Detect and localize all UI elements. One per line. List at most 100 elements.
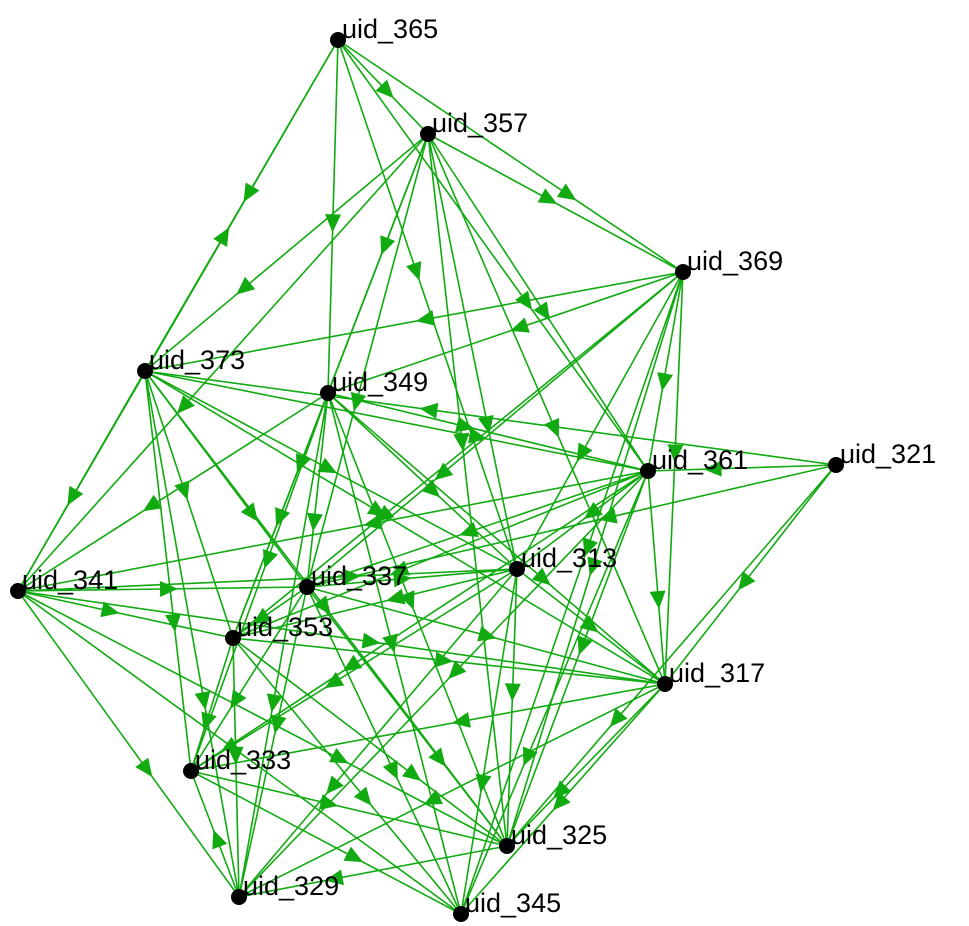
edge-uid_357-uid_373 bbox=[144, 133, 429, 372]
edge-uid_313-uid_329 bbox=[238, 568, 518, 898]
arrowhead-uid_313-uid_317 bbox=[579, 615, 599, 633]
node-dot[interactable] bbox=[137, 363, 153, 379]
edge-uid_357-uid_341 bbox=[17, 133, 429, 592]
arrowhead-uid_321-uid_337 bbox=[598, 507, 618, 524]
node-uid_357[interactable]: uid_357 bbox=[420, 108, 528, 142]
node-dot[interactable] bbox=[509, 561, 525, 577]
node-dot[interactable] bbox=[828, 457, 844, 473]
arrowhead-uid_373-uid_313 bbox=[317, 457, 338, 474]
node-uid_373[interactable]: uid_373 bbox=[137, 345, 245, 379]
edge-uid_357-uid_361 bbox=[427, 133, 649, 472]
arrowhead-uid_349-uid_361 bbox=[455, 416, 475, 433]
node-uid_353[interactable]: uid_353 bbox=[225, 612, 333, 646]
arrowhead-uid_353-uid_329 bbox=[227, 746, 244, 765]
arrowhead-uid_369-uid_373 bbox=[416, 309, 436, 326]
node-uid_333[interactable]: uid_333 bbox=[183, 745, 291, 779]
arrowhead-uid_341-uid_353 bbox=[100, 601, 120, 618]
arrowhead-uid_313-uid_345 bbox=[475, 773, 492, 793]
node-label: uid_357 bbox=[432, 108, 528, 138]
node-uid_361[interactable]: uid_361 bbox=[640, 445, 748, 479]
node-dot[interactable] bbox=[225, 630, 241, 646]
edge-uid_341-uid_353 bbox=[17, 590, 234, 639]
arrowhead-uid_337-uid_325 bbox=[428, 747, 446, 767]
edge-uid_369-uid_349 bbox=[327, 271, 684, 394]
arrowhead-uid_361-uid_325 bbox=[577, 635, 593, 656]
arrowhead-uid_337-uid_345 bbox=[382, 760, 398, 780]
edge-uid_361-uid_329 bbox=[238, 470, 649, 898]
node-dot[interactable] bbox=[640, 463, 656, 479]
arrowhead-uid_353-uid_333 bbox=[201, 711, 217, 732]
arrowhead-uid_373-uid_337 bbox=[240, 502, 258, 522]
arrowhead-uid_361-uid_317 bbox=[649, 590, 666, 610]
arrowhead-uid_365-uid_369 bbox=[556, 183, 577, 201]
arrowhead-uid_373-uid_333 bbox=[165, 613, 181, 633]
node-uid_325[interactable]: uid_325 bbox=[499, 820, 607, 854]
arrowhead-uid_357-uid_361 bbox=[533, 301, 550, 321]
arrowhead-uid_361-uid_341 bbox=[363, 513, 383, 530]
node-uid_345[interactable]: uid_345 bbox=[453, 888, 561, 922]
edge-uid_341-uid_329 bbox=[17, 590, 240, 898]
node-uid_321[interactable]: uid_321 bbox=[828, 439, 936, 473]
arrowhead-uid_373-uid_341 bbox=[67, 485, 84, 506]
node-dot[interactable] bbox=[183, 763, 199, 779]
arrowhead-uid_373-uid_353 bbox=[174, 480, 190, 501]
node-label: uid_369 bbox=[687, 246, 783, 276]
node-dot[interactable] bbox=[499, 838, 515, 854]
node-uid_349[interactable]: uid_349 bbox=[320, 367, 428, 401]
edge-uid_365-uid_313 bbox=[337, 39, 518, 570]
arrowhead-uid_357-uid_337 bbox=[350, 391, 367, 412]
arrowhead-uid_337-uid_313 bbox=[393, 571, 412, 588]
arrowhead-uid_369-uid_345 bbox=[582, 537, 598, 557]
node-label: uid_325 bbox=[511, 820, 607, 850]
arrowhead-uid_341-uid_313 bbox=[342, 568, 362, 585]
edge-uid_353-uid_345 bbox=[232, 637, 462, 915]
arrowhead-uid_313-uid_325 bbox=[504, 683, 521, 702]
node-label: uid_365 bbox=[342, 14, 438, 44]
edge-uid_369-uid_361 bbox=[647, 271, 684, 472]
arrowhead-uid_369-uid_317 bbox=[667, 444, 684, 463]
node-uid_341[interactable]: uid_341 bbox=[10, 565, 118, 599]
edge-uid_337-uid_325 bbox=[306, 586, 508, 847]
node-dot[interactable] bbox=[320, 385, 336, 401]
arrowhead-uid_349-uid_313 bbox=[421, 479, 441, 498]
node-uid_365[interactable]: uid_365 bbox=[330, 14, 438, 48]
edge-uid_353-uid_329 bbox=[232, 637, 240, 898]
edge-uid_357-uid_325 bbox=[427, 133, 508, 847]
edge-uid_373-uid_333 bbox=[144, 370, 192, 772]
node-dot[interactable] bbox=[453, 906, 469, 922]
node-uid_317[interactable]: uid_317 bbox=[657, 658, 765, 692]
node-dot[interactable] bbox=[657, 676, 673, 692]
edge-uid_373-uid_337 bbox=[144, 370, 308, 588]
edge-uid_361-uid_317 bbox=[647, 470, 666, 685]
edge-uid_313-uid_325 bbox=[506, 568, 518, 847]
edge-uid_313-uid_345 bbox=[460, 568, 518, 915]
node-dot[interactable] bbox=[420, 126, 436, 142]
edge-uid_349-uid_337 bbox=[306, 392, 329, 588]
node-dot[interactable] bbox=[10, 583, 26, 599]
node-dot[interactable] bbox=[330, 32, 346, 48]
node-uid_337[interactable]: uid_337 bbox=[299, 561, 407, 595]
arrowhead-uid_365-uid_349 bbox=[325, 214, 342, 233]
node-dot[interactable] bbox=[299, 579, 315, 595]
edge-uid_361-uid_345 bbox=[460, 470, 649, 915]
arrowhead-uid_369-uid_361 bbox=[657, 372, 674, 392]
node-uid_369[interactable]: uid_369 bbox=[675, 246, 783, 280]
arrowhead-uid_333-uid_345 bbox=[343, 846, 364, 863]
edge-uid_349-uid_325 bbox=[327, 392, 508, 847]
node-uid_329[interactable]: uid_329 bbox=[231, 871, 339, 905]
edge-uid_361-uid_337 bbox=[306, 470, 649, 588]
graph-nodes: uid_365 uid_357 uid_369 uid_373 uid_349 uid_3… bbox=[10, 14, 936, 922]
arrowhead-uid_361-uid_337 bbox=[459, 521, 479, 538]
arrowhead-uid_369-uid_337 bbox=[434, 462, 454, 481]
node-dot[interactable] bbox=[675, 264, 691, 280]
node-label: uid_361 bbox=[652, 445, 748, 475]
edge-uid_353-uid_333 bbox=[190, 637, 234, 772]
edge-uid_337-uid_353 bbox=[232, 586, 308, 639]
node-uid_313[interactable]: uid_313 bbox=[509, 543, 617, 577]
node-dot[interactable] bbox=[231, 889, 247, 905]
edge-uid_361-uid_313 bbox=[516, 470, 649, 570]
arrowhead-uid_313-uid_353 bbox=[386, 588, 406, 605]
edge-uid_317-uid_333 bbox=[190, 683, 666, 772]
arrowhead-uid_365-uid_361 bbox=[515, 290, 533, 310]
arrowhead-uid_349-uid_317 bbox=[531, 567, 551, 586]
